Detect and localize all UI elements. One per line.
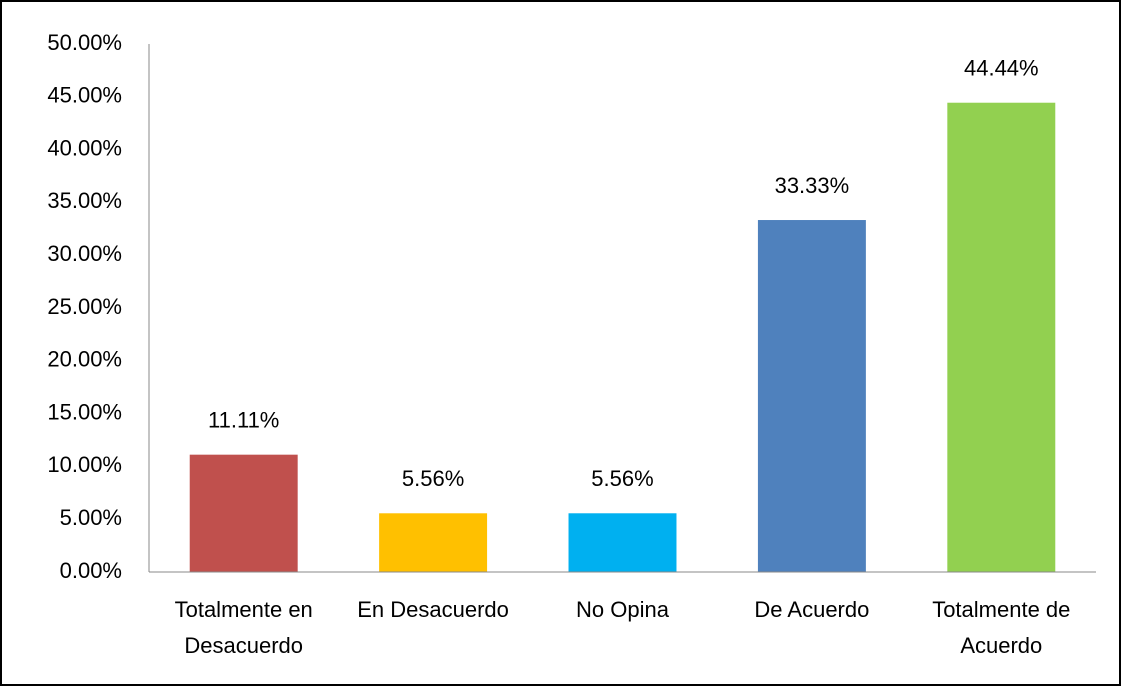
y-tick-label: 25.00% [47,294,122,319]
y-tick-label: 20.00% [47,347,122,372]
bar [189,454,298,572]
y-tick-label: 30.00% [47,241,122,266]
bar [757,220,866,572]
data-label: 33.33% [775,173,850,198]
y-tick-label: 45.00% [47,83,122,108]
y-tick-label: 5.00% [60,505,122,530]
x-tick-label: Totalmente de Acuerdo [932,597,1071,658]
data-label: 5.56% [402,466,464,491]
data-label: 11.11% [208,407,279,432]
bar [568,513,677,572]
data-label: 44.44% [964,56,1039,81]
y-tick-label: 15.00% [47,399,122,424]
x-tick-label: De Acuerdo [754,597,870,622]
y-tick-label: 50.00% [47,30,122,55]
y-tick-label: 40.00% [47,135,122,160]
x-tick-label: No Opina [576,597,669,622]
y-tick-label: 10.00% [47,452,122,477]
y-tick-label: 0.00% [60,558,122,583]
bar [379,513,488,572]
data-label: 5.56% [591,466,653,491]
x-tick-label: Totalmente en Desacuerdo [174,597,313,658]
x-tick-label: En Desacuerdo [357,597,509,622]
bar [947,102,1056,573]
y-tick-label: 35.00% [47,188,122,213]
